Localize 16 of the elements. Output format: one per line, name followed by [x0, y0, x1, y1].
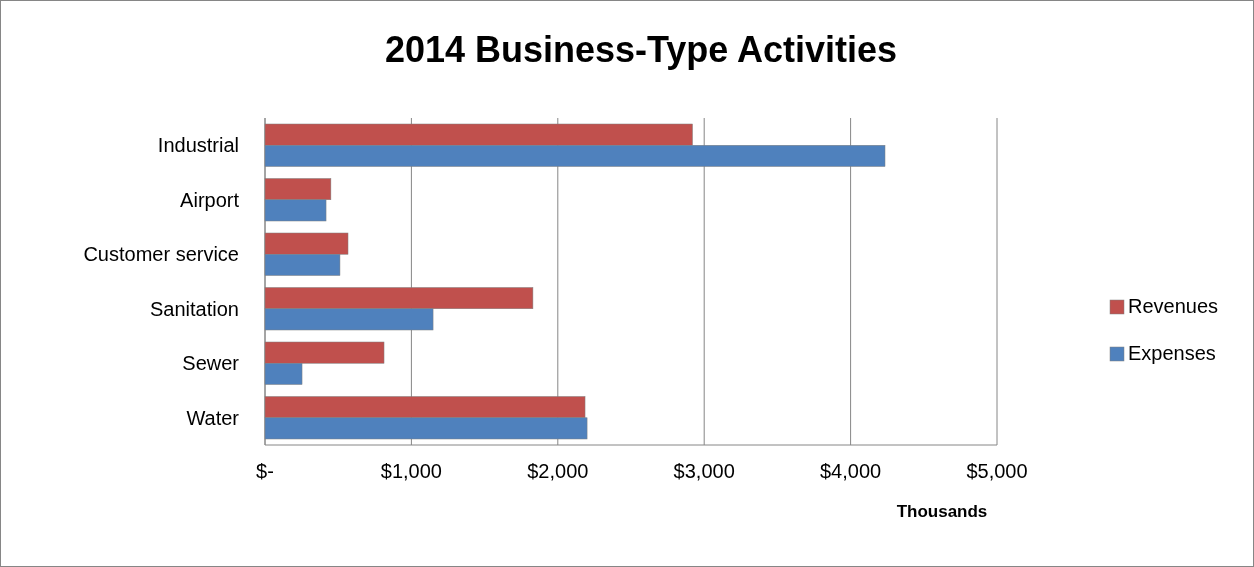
x-tick-label: $1,000 [380, 460, 442, 482]
x-tick-label: $5,000 [966, 460, 1028, 482]
x-tick-label: $4,000 [820, 460, 882, 482]
legend-label: Expenses [1128, 342, 1216, 364]
y-tick-label: Water [186, 406, 240, 429]
chart-title: 2014 Business-Type Activities [384, 29, 898, 70]
y-tick-label: Industrial [157, 134, 239, 157]
y-tick-label: Sewer [182, 352, 240, 375]
x-tick-label: $2,000 [527, 460, 589, 482]
legend-label: Revenues [1128, 295, 1219, 317]
y-tick-label: Airport [180, 188, 240, 211]
x-tick-label: $- [256, 460, 274, 482]
x-axis-title: Thousands [896, 502, 988, 521]
y-tick-label: Sanitation [150, 297, 239, 320]
x-tick-label: $3,000 [673, 460, 735, 482]
y-tick-label: Customer service [83, 243, 239, 266]
